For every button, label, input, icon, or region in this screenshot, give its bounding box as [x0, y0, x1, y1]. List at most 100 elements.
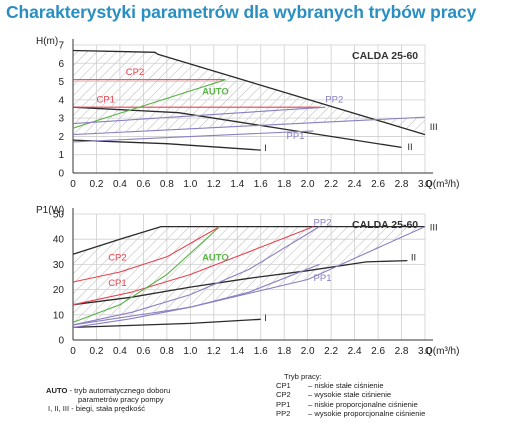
series-label: II	[411, 253, 416, 264]
series-line-auto	[72, 226, 221, 323]
legend-right-text: – niskie proporcjonalne ciśnienie	[308, 399, 418, 409]
x-tick-label: 1.0	[183, 179, 197, 190]
x-tick-label: 0.6	[136, 346, 150, 357]
legend-left-row-cont: parametrów pracy pompy	[46, 395, 170, 404]
legend-left-row-speeds: I, II, III - biegi, stała prędkość	[46, 404, 170, 413]
x-tick-label: 0.8	[160, 179, 174, 190]
series-line-iii	[72, 225, 425, 255]
legend-right-key: CP2	[276, 390, 291, 400]
y-tick-label: 0	[58, 336, 64, 347]
y-tick-label: 50	[53, 210, 65, 221]
x-tick-label: 1.4	[230, 179, 244, 190]
series-line-cp2	[72, 226, 220, 283]
legend-right-row: PP2 – wysokie proporcjonalne ciśnienie	[276, 409, 425, 418]
x-tick-label: 0	[70, 179, 76, 190]
chart-title: CALDA 25-60	[352, 50, 418, 62]
x-tick-label: 0.2	[90, 346, 104, 357]
series-label: PP1	[287, 131, 305, 142]
series-label: II	[407, 142, 412, 153]
legend-left-text: parametrów pracy pompy	[78, 395, 164, 405]
x-tick-label: 0.8	[160, 346, 174, 357]
x-tick-label: 1.4	[230, 346, 244, 357]
y-tick-label: 0	[58, 169, 64, 180]
legend-left-key: AUTO	[46, 386, 68, 395]
legend-right-key: PP2	[276, 408, 291, 418]
y-tick-label: 30	[53, 260, 65, 271]
x-tick-label: 2.8	[395, 179, 409, 190]
legend-right-key: PP1	[276, 399, 291, 409]
x-tick-label: 0	[70, 346, 76, 357]
series-label: I	[264, 143, 267, 154]
x-tick-label: 1.6	[254, 346, 268, 357]
y-tick-label: 40	[53, 235, 65, 246]
legend-right-row: PP1 – niskie proporcjonalne ciśnienie	[276, 400, 425, 409]
y-tick-label: 3	[58, 114, 64, 125]
chart-head-flow: 0 0.2 0.4 0.6 0.8 1.0 1.2 1.4 1.6 1.8 2.0 2.2 2.4 2.6…	[36, 36, 459, 190]
legend-right-row: CP1 – niskie stałe ciśnienie	[276, 381, 425, 390]
y-tick-label: 5	[58, 77, 64, 88]
y-axis-label: H(m)	[36, 36, 58, 47]
legend-right: Tryb pracy: CP1– niskie stałe ciśnienie …	[276, 372, 425, 418]
series-line-pp2	[72, 226, 320, 326]
series-label: III	[430, 122, 438, 133]
x-tick-label: 3.0	[418, 179, 432, 190]
series-line-auto	[72, 79, 226, 129]
legend-right-text: – wysokie proporcjonalne ciśnienie	[308, 408, 426, 418]
x-tick-label: 2.8	[395, 346, 409, 357]
legend-right-key: CP1	[276, 381, 291, 391]
series-label: PP2	[325, 95, 343, 106]
series-line-iii	[72, 49, 426, 136]
series-line-cp1	[72, 226, 314, 306]
y-axis-label: P1(W)	[36, 205, 64, 216]
y-tick-label: 4	[58, 95, 64, 106]
series-label: CP1	[108, 278, 126, 289]
legend-left-text: - tryb automatycznego doboru	[69, 386, 171, 395]
series-label: AUTO	[202, 86, 229, 97]
series-label: AUTO	[202, 253, 229, 264]
series-label: PP1	[314, 273, 332, 284]
series-label: CP2	[126, 67, 144, 78]
series-label: I	[264, 313, 267, 324]
operating-area-hatch	[73, 50, 425, 135]
x-tick-label: 1.2	[207, 346, 221, 357]
x-tick-label: 1.2	[207, 179, 221, 190]
y-tick-label: 7	[58, 41, 64, 52]
operating-area-hatch	[73, 226, 425, 325]
chart-title: CALDA 25-60	[352, 219, 418, 231]
series-line-lower-bound	[72, 226, 426, 326]
x-axis-label: Q(m³/h)	[425, 179, 459, 190]
x-tick-label: 2.0	[301, 346, 315, 357]
legend-left-text: - biegi, stała prędkość	[71, 404, 146, 414]
series-label: CP1	[96, 95, 114, 106]
series-line-i	[72, 139, 261, 151]
x-tick-label: 1.8	[277, 179, 291, 190]
page-title: Charakterystyki parametrów dla wybranych…	[6, 2, 477, 22]
x-tick-label: 0.4	[113, 346, 127, 357]
y-tick-label: 20	[53, 285, 65, 296]
x-tick-label: 2.4	[348, 179, 362, 190]
x-tick-label: 2.6	[371, 346, 385, 357]
series-line-i	[72, 318, 261, 329]
x-tick-label: 0.4	[113, 179, 127, 190]
x-tick-label: 3.0	[418, 346, 432, 357]
x-tick-label: 0.2	[90, 179, 104, 190]
x-tick-label: 2.2	[324, 346, 338, 357]
x-tick-label: 1.8	[277, 346, 291, 357]
series-label: PP2	[314, 217, 332, 228]
legend-right-title: Tryb pracy:	[284, 372, 322, 381]
x-tick-label: 0.6	[136, 179, 150, 190]
y-tick-label: 2	[58, 132, 64, 143]
series-line-lower-bound	[72, 116, 426, 136]
x-tick-label: 2.0	[301, 179, 315, 190]
series-line-ii	[72, 106, 402, 149]
series-label: III	[430, 222, 438, 233]
legend-right-text: – wysokie stałe ciśnienie	[308, 390, 392, 400]
x-tick-label: 1.0	[183, 346, 197, 357]
legend-left-key: I, II, III	[48, 404, 70, 414]
y-tick-label: 10	[53, 310, 65, 321]
legend-left-row-auto: AUTO - tryb automatycznego doboru	[46, 386, 170, 395]
series-line-pp1	[72, 130, 314, 143]
legend-right-text: – niskie stałe ciśnienie	[308, 381, 384, 391]
x-axis-label: Q(m³/h)	[425, 346, 459, 357]
